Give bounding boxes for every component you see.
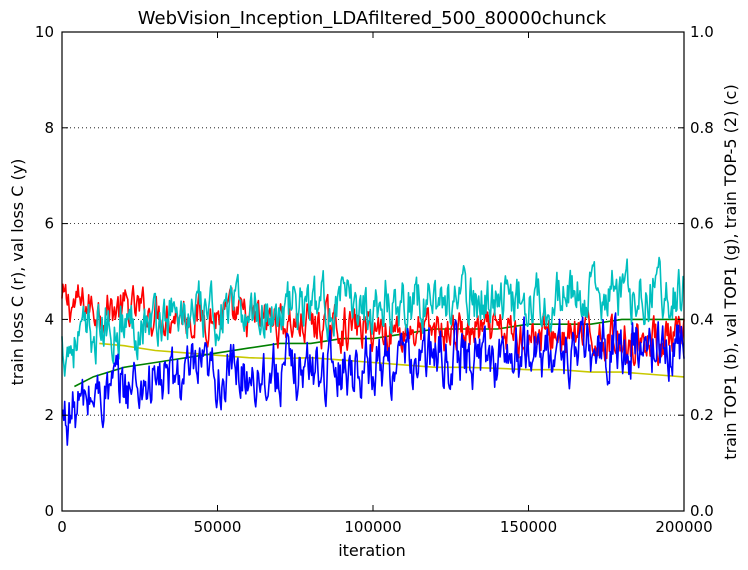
y-tick-label-right: 1.0 xyxy=(690,23,714,41)
y-tick-label-left: 10 xyxy=(35,23,54,41)
axis-ticks: 0 50000 100000 150000 200000 0 2 4 6 8 10 0.0 0.2 0.4… xyxy=(35,23,714,536)
y-axis-right-title: train TOP1 (b), val TOP1 (g), train TOP-… xyxy=(721,84,740,459)
y-tick-label-right: 0.4 xyxy=(690,310,714,328)
x-tick-label: 50000 xyxy=(194,518,242,536)
y-tick-label-left: 0 xyxy=(44,502,54,520)
y-tick-label-right: 0.8 xyxy=(690,119,714,137)
y-axis-left-title: train loss C (r), val loss C (y) xyxy=(8,159,27,386)
x-tick-label: 150000 xyxy=(500,518,557,536)
x-axis-title: iteration xyxy=(338,541,406,560)
y-tick-label-right: 0.0 xyxy=(690,502,714,520)
series-line-train-top1 xyxy=(61,312,685,446)
y-tick-label-left: 6 xyxy=(44,215,54,233)
x-tick-label: 0 xyxy=(57,518,67,536)
y-tick-label-left: 2 xyxy=(44,406,54,424)
x-tick-label: 200000 xyxy=(655,518,712,536)
x-tick-label: 100000 xyxy=(344,518,401,536)
y-tick-label-right: 0.2 xyxy=(690,406,714,424)
y-tick-label-right: 0.6 xyxy=(690,215,714,233)
y-tick-label-left: 4 xyxy=(44,310,54,328)
series-line-train-top-5 xyxy=(61,256,685,377)
y-tick-label-left: 8 xyxy=(44,119,54,137)
chart-title: WebVision_Inception_LDAfiltered_500_8000… xyxy=(138,8,607,29)
plot-frame xyxy=(61,31,685,512)
series-layer xyxy=(61,256,685,446)
